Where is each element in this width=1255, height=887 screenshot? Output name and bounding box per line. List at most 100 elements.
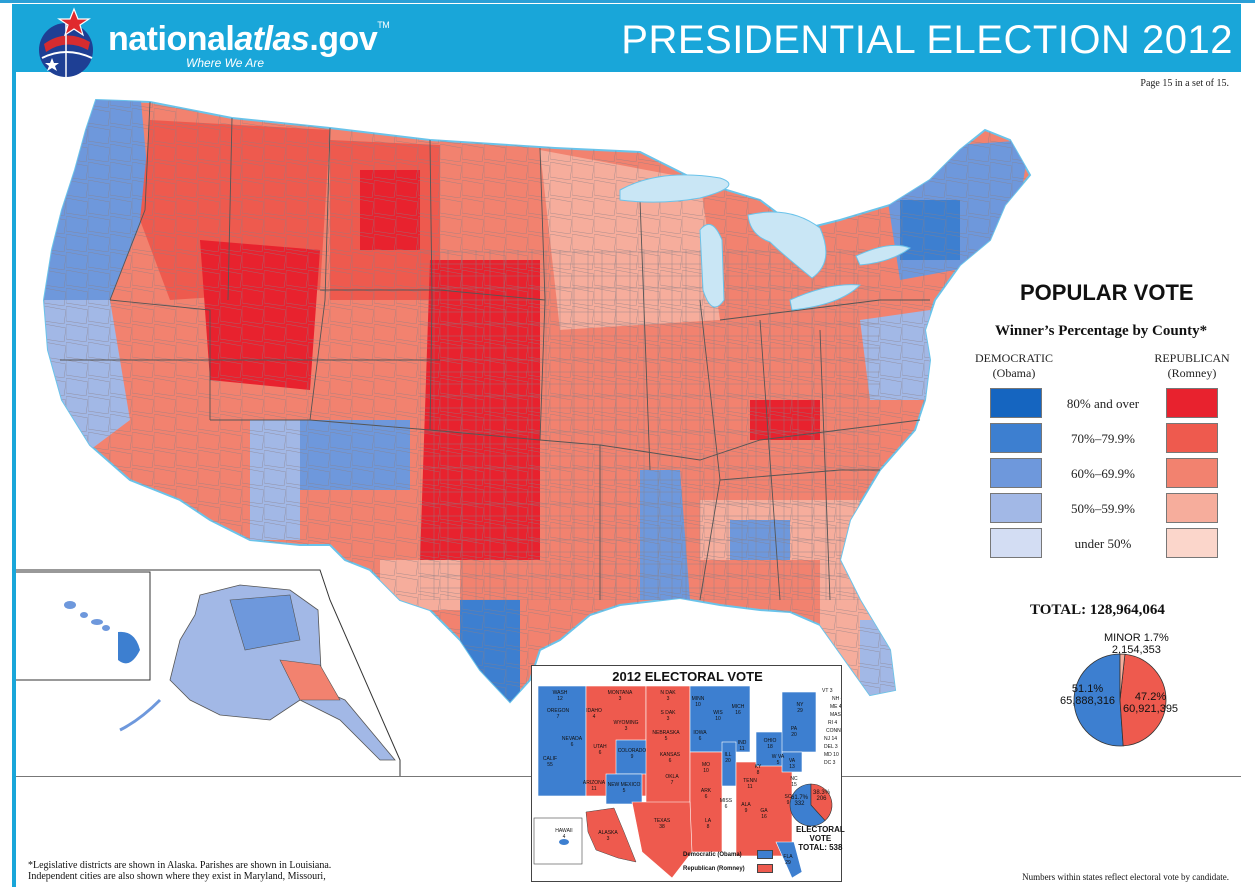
header-banner <box>12 4 1241 72</box>
state-borders <box>60 101 930 601</box>
ev-legend-rep-label: Republican (Romney) <box>683 866 745 872</box>
site-tagline: Where We Are <box>186 56 265 70</box>
ev-state-votes: 29 <box>797 708 803 714</box>
ev-state-votes: 6 <box>669 758 672 764</box>
republican-candidate-label: (Romney) <box>1167 366 1217 380</box>
ev-region-newmexico <box>605 773 643 805</box>
ev-state-name: ALASKA <box>598 830 618 836</box>
nationalatlas-logo-icon[interactable] <box>30 6 106 80</box>
ev-legend-rep-swatch <box>757 864 773 873</box>
electoral-inset-title: 2012 ELECTORAL VOTE <box>612 669 763 684</box>
logo-suffix: .gov <box>309 20 378 58</box>
ev-state-name: COLORADO <box>618 748 647 754</box>
legend-class-label: 80% and over <box>1066 396 1140 411</box>
ev-state-name: OHIO <box>764 738 777 744</box>
ev-state-name: NC <box>790 776 798 782</box>
footnote-line-2: Independent cities are also shown where … <box>28 871 326 882</box>
ev-state-name: OKLA <box>665 774 679 780</box>
popular-vote-total: TOTAL: 128,964,064 <box>1030 602 1165 618</box>
ev-state-votes: 20 <box>791 732 797 738</box>
ev-east-state-label: CONN 7 <box>826 728 841 734</box>
ev-state-name: WASH <box>553 690 568 696</box>
ev-state-votes: 8 <box>707 824 710 830</box>
pie-dem-label: 51.1% 65,888,316 <box>1060 683 1115 707</box>
ev-state-name: CALIF <box>543 756 557 762</box>
ev-east-state-label: DEL 3 <box>824 744 838 750</box>
ev-state-votes: 11 <box>739 746 744 752</box>
ev-state-name: MISS <box>720 798 733 804</box>
ev-state-votes: 7 <box>671 780 674 786</box>
ev-state-name: NEBRASKA <box>652 730 680 736</box>
alaska-landmass <box>119 584 396 761</box>
ev-rep-pct: 38.3% <box>813 790 831 796</box>
logo-accent: atlas <box>234 20 310 58</box>
ev-dem-votes: 332 <box>794 801 805 807</box>
ev-region-illinois <box>721 741 737 787</box>
minor-votes: 2,154,353 <box>1111 644 1161 656</box>
pie-rep-pct: 47.2% <box>1134 691 1167 703</box>
site-logo-text[interactable]: nationalatlas.govTM <box>108 20 390 59</box>
legend-democratic-header: DEMOCRATIC (Obama) <box>972 351 1056 381</box>
ev-pie-dem-label: 61.7% 332 <box>791 795 808 807</box>
ev-state-name: IND <box>738 740 747 746</box>
ev-state-name: GA <box>760 808 768 814</box>
ev-state-votes: 16 <box>761 814 767 820</box>
left-border <box>12 72 16 887</box>
legend-dem-swatch <box>990 423 1042 453</box>
legend-class-label: under 50% <box>1074 536 1132 551</box>
ev-state-votes: 9 <box>631 754 634 760</box>
ev-state-votes: 10 <box>703 768 709 774</box>
pie-rep-label: 47.2% 60,921,395 <box>1123 691 1178 715</box>
legend-rep-swatch <box>1166 493 1218 523</box>
ev-state-votes: 12 <box>557 696 563 702</box>
ev-state-name: NY <box>797 702 805 708</box>
ev-state-votes: 3 <box>667 696 670 702</box>
ev-state-name: ARK <box>701 788 712 794</box>
ev-state-votes: 6 <box>699 736 702 742</box>
legend-dem-swatch <box>990 458 1042 488</box>
hawaii-inset-frame <box>16 571 151 681</box>
pie-dem-pct: 51.1% <box>1071 683 1104 695</box>
ev-state-votes: 3 <box>607 836 610 842</box>
pie-slice-democratic <box>1073 653 1124 747</box>
ev-east-state-label: RI 4 <box>828 720 837 726</box>
minor-pct: MINOR 1.7% <box>1104 632 1169 644</box>
ev-state-name: WYOMING <box>614 720 639 726</box>
ev-state-votes: 7 <box>557 714 560 720</box>
ev-label-1: ELECTORAL <box>796 825 845 834</box>
ev-region-south-central <box>689 751 723 853</box>
ev-state-votes: 11 <box>747 784 752 790</box>
footnote-line-1: *Legislative districts are shown in Alas… <box>28 860 332 871</box>
ev-state-name: S DAK <box>660 710 676 716</box>
ev-state-votes: 4 <box>593 714 596 720</box>
ev-state-name: OREGON <box>547 708 570 714</box>
electoral-vote-pie <box>789 783 833 827</box>
legend-rep-swatch <box>1166 528 1218 558</box>
ev-legend-dem-swatch <box>757 850 773 859</box>
ev-region-virginia <box>781 751 803 773</box>
ev-state-name: PA <box>791 726 798 732</box>
ev-state-votes: 15 <box>791 782 797 788</box>
ev-rep-votes: 206 <box>816 796 827 802</box>
ev-state-name: KY <box>755 764 762 770</box>
ev-state-votes: 3 <box>619 696 622 702</box>
ev-pie-rep-label: 38.3% 206 <box>813 790 830 802</box>
ev-state-votes: 3 <box>667 716 670 722</box>
ev-state-name: KANSAS <box>660 752 681 758</box>
republican-party-label: REPUBLICAN <box>1154 351 1230 365</box>
legend-republican-header: REPUBLICAN (Romney) <box>1146 351 1238 381</box>
ev-region-south-east <box>735 761 793 857</box>
ev-state-name: W VA <box>772 754 785 760</box>
pie-slice-minor <box>1119 653 1126 701</box>
ev-region-texas <box>631 801 693 879</box>
legend-rep-swatch <box>1166 388 1218 418</box>
ev-state-name: TEXAS <box>654 818 671 824</box>
ev-state-votes: 11 <box>591 786 596 792</box>
legend-title: POPULAR VOTE <box>1020 280 1194 305</box>
democratic-candidate-label: (Obama) <box>992 366 1036 380</box>
ev-state-name: LA <box>705 818 712 824</box>
legend-dem-swatch <box>990 493 1042 523</box>
ev-alaska-inset <box>533 807 637 865</box>
